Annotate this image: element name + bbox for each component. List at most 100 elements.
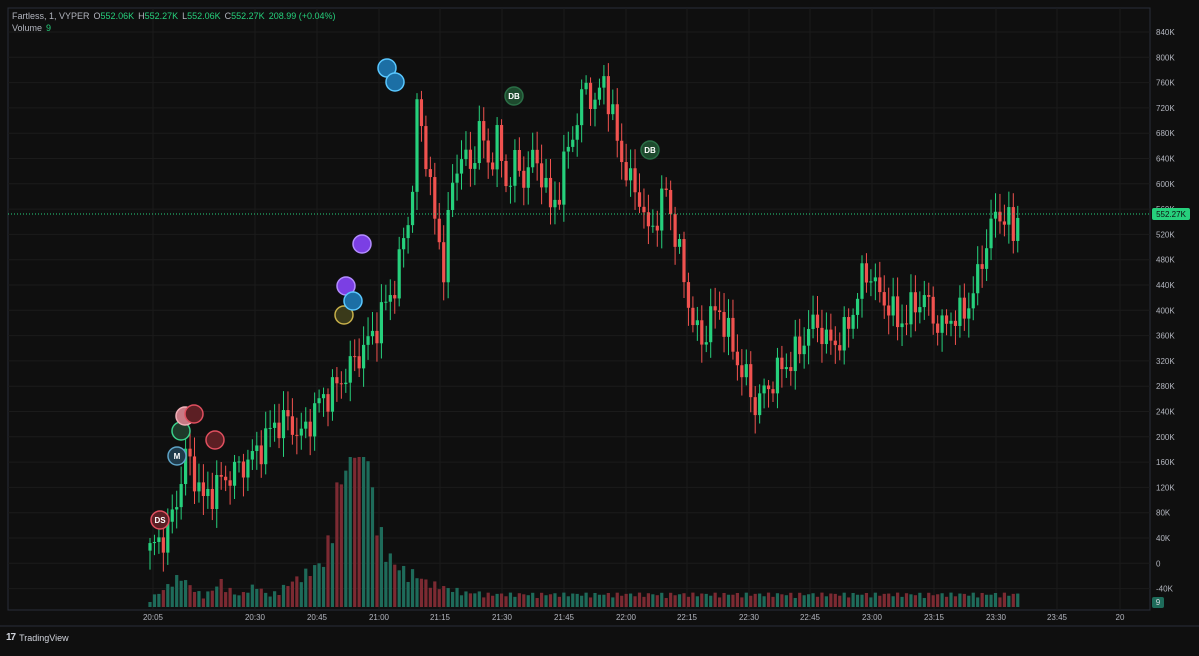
candle-body [922, 295, 926, 308]
volume-bar [864, 592, 869, 607]
candle-body [855, 298, 860, 315]
volume-bar [540, 592, 544, 607]
candle-body [985, 248, 989, 269]
volume-bar [740, 597, 744, 607]
candle-body [682, 239, 686, 283]
y-tick-label: 520K [1156, 230, 1175, 239]
candle-body [192, 456, 197, 492]
volume-bar [495, 593, 499, 607]
candle-body [637, 192, 642, 207]
candle-body [735, 351, 739, 366]
volume-bar [277, 594, 281, 607]
candle-body [575, 125, 579, 140]
volume-bar [949, 592, 953, 607]
low-label: L [182, 11, 188, 21]
candle-body [437, 218, 441, 243]
volume-bar [464, 591, 468, 607]
candle-body [606, 76, 610, 115]
candle-body [873, 277, 877, 282]
candle-body [842, 317, 846, 351]
volume-bar [571, 593, 575, 607]
candle-body [664, 188, 668, 190]
volume-bar [459, 595, 464, 607]
volume-bar [869, 597, 873, 607]
volume-bar [286, 586, 290, 607]
candle-body [344, 382, 348, 385]
volume-bar [232, 594, 237, 607]
candle-body [321, 394, 326, 399]
candle-body [317, 398, 321, 404]
candle-body [580, 89, 584, 126]
volume-bar [508, 592, 513, 607]
ghost-marker-icon [205, 430, 225, 450]
candle-body [753, 397, 757, 416]
volume-bar [651, 594, 655, 607]
y-tick-label: 480K [1156, 256, 1175, 265]
db-marker [640, 140, 660, 160]
candle-body [896, 296, 900, 328]
x-tick-label: 20 [1116, 613, 1125, 622]
volume-bar [749, 595, 753, 607]
candle-body [499, 125, 504, 161]
candle-body [744, 364, 748, 378]
candle-body [615, 104, 619, 141]
volume-bar [811, 593, 815, 607]
volume-bar [548, 594, 553, 607]
volume-value: 9 [46, 23, 52, 33]
volume-bar [264, 592, 268, 607]
volume-bar [273, 591, 277, 607]
candle-body [357, 356, 361, 369]
candle-body [215, 475, 219, 509]
candle-body [731, 317, 735, 352]
volume-bar [348, 457, 352, 607]
candle-body [464, 149, 468, 160]
volume-bar [944, 596, 949, 607]
candle-body [824, 329, 828, 345]
volume-bar [735, 592, 739, 607]
volume-bar [321, 566, 326, 607]
candle-body [1016, 217, 1020, 241]
volume-bar [152, 594, 157, 607]
volume-bar [615, 592, 619, 607]
candle-body [370, 330, 375, 337]
candle-body [686, 282, 691, 308]
volume-bar [842, 592, 846, 607]
candle-body [384, 301, 388, 303]
candle-body [482, 121, 486, 141]
y-tick-label: 360K [1156, 332, 1175, 341]
y-tick-label: 840K [1156, 28, 1175, 37]
volume-bar [308, 576, 312, 607]
candle-body [691, 307, 695, 326]
candle-body [673, 214, 677, 247]
volume-bar [531, 592, 535, 607]
y-tick-label: 320K [1156, 357, 1175, 366]
volume-bar [339, 484, 343, 607]
volume-bar [1011, 593, 1015, 607]
volume-bar [477, 591, 481, 607]
volume-bar [1002, 592, 1006, 607]
tradingview-logo-icon[interactable]: 17 [6, 632, 16, 643]
y-tick-label: 280K [1156, 382, 1175, 391]
m-marker [167, 446, 187, 466]
volume-bar [384, 561, 388, 607]
volume-bar [428, 587, 432, 607]
volume-bar [962, 593, 966, 607]
candle-body [624, 162, 628, 181]
trade-marker-icon [334, 305, 354, 325]
volume-bar [958, 593, 962, 607]
swap-marker-icon [352, 234, 372, 254]
candle-body [851, 314, 855, 329]
volume-bar [646, 593, 650, 607]
volume-bar [686, 596, 691, 607]
volume-bar [557, 596, 561, 607]
x-tick-label: 23:00 [862, 613, 883, 622]
volume-bar [393, 564, 397, 607]
y-tick-label: 40K [1156, 534, 1171, 543]
y-tick-label: -40K [1156, 585, 1174, 594]
volume-badge-label: 9 [1156, 598, 1161, 607]
volume-bar [184, 580, 188, 607]
candle-body [807, 328, 811, 346]
candle-body [820, 327, 824, 345]
volume-bar [815, 596, 820, 607]
